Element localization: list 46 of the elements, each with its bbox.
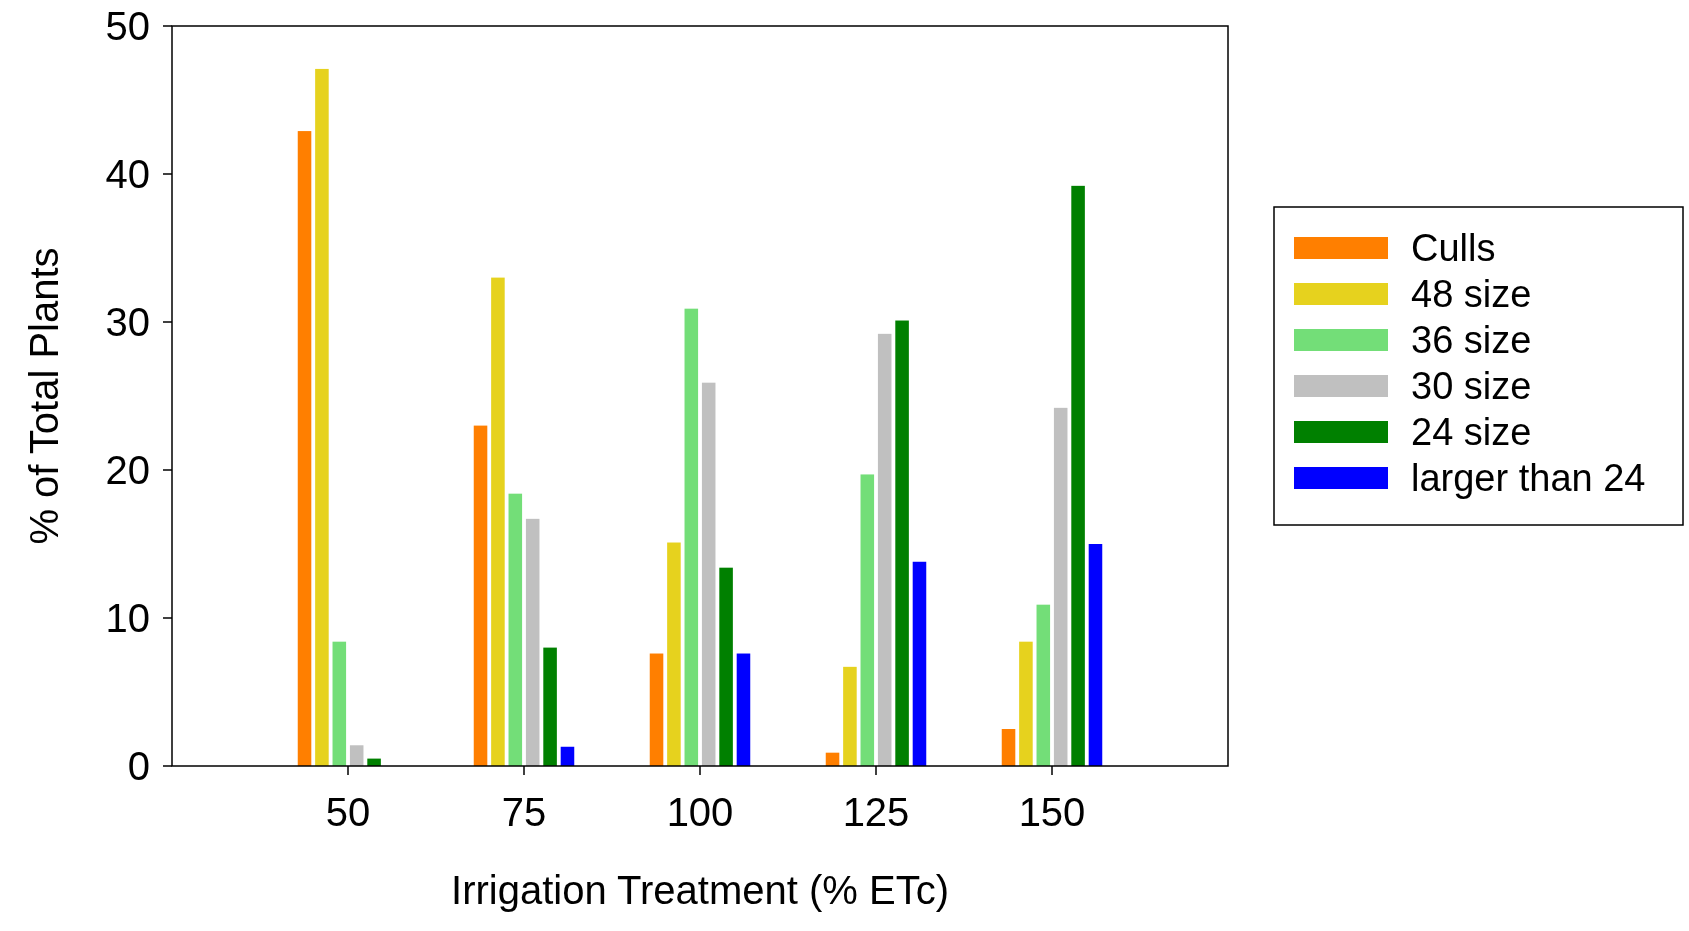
bar xyxy=(912,561,927,766)
legend-label: 36 size xyxy=(1411,319,1532,362)
bar xyxy=(315,68,329,766)
bar xyxy=(1071,185,1085,766)
bar xyxy=(736,653,751,766)
legend-label: 24 size xyxy=(1411,411,1532,454)
x-tick-label: 75 xyxy=(501,790,547,834)
bar xyxy=(860,474,875,766)
bar xyxy=(297,131,312,766)
y-tick-label: 10 xyxy=(105,596,150,640)
y-tick-label: 30 xyxy=(105,300,150,344)
x-tick-label: 125 xyxy=(842,790,910,834)
x-tick-label: 150 xyxy=(1018,790,1086,834)
y-tick-label: 0 xyxy=(127,744,150,788)
bar xyxy=(684,308,699,766)
legend-label: 30 size xyxy=(1411,365,1532,408)
bar xyxy=(843,666,857,766)
bar xyxy=(895,320,909,766)
y-tick-label: 20 xyxy=(105,448,150,492)
bar xyxy=(719,567,733,766)
bar xyxy=(473,425,488,766)
bar xyxy=(877,333,892,766)
bar xyxy=(560,746,575,766)
bar xyxy=(667,542,681,766)
y-axis-title: % of Total Plants xyxy=(22,247,66,545)
x-tick-label: 100 xyxy=(666,790,734,834)
bar xyxy=(543,647,557,766)
bar xyxy=(701,382,716,766)
y-tick-label: 50 xyxy=(105,4,150,48)
bar xyxy=(1001,729,1016,766)
bar xyxy=(649,653,664,766)
x-tick-label: 50 xyxy=(325,790,371,834)
bar xyxy=(1036,604,1051,766)
bar xyxy=(491,277,505,766)
bar xyxy=(1019,641,1033,766)
x-axis-title: Irrigation Treatment (% ETc) xyxy=(451,868,949,912)
bar xyxy=(349,745,364,766)
legend-label: larger than 24 xyxy=(1411,457,1646,500)
legend-label: Culls xyxy=(1411,227,1496,270)
bar xyxy=(508,493,523,766)
legend-label: 48 size xyxy=(1411,273,1532,316)
bar xyxy=(1088,544,1103,766)
y-tick-label: 40 xyxy=(105,152,150,196)
bar xyxy=(1053,407,1068,766)
bar xyxy=(332,641,347,766)
bar xyxy=(525,518,540,766)
